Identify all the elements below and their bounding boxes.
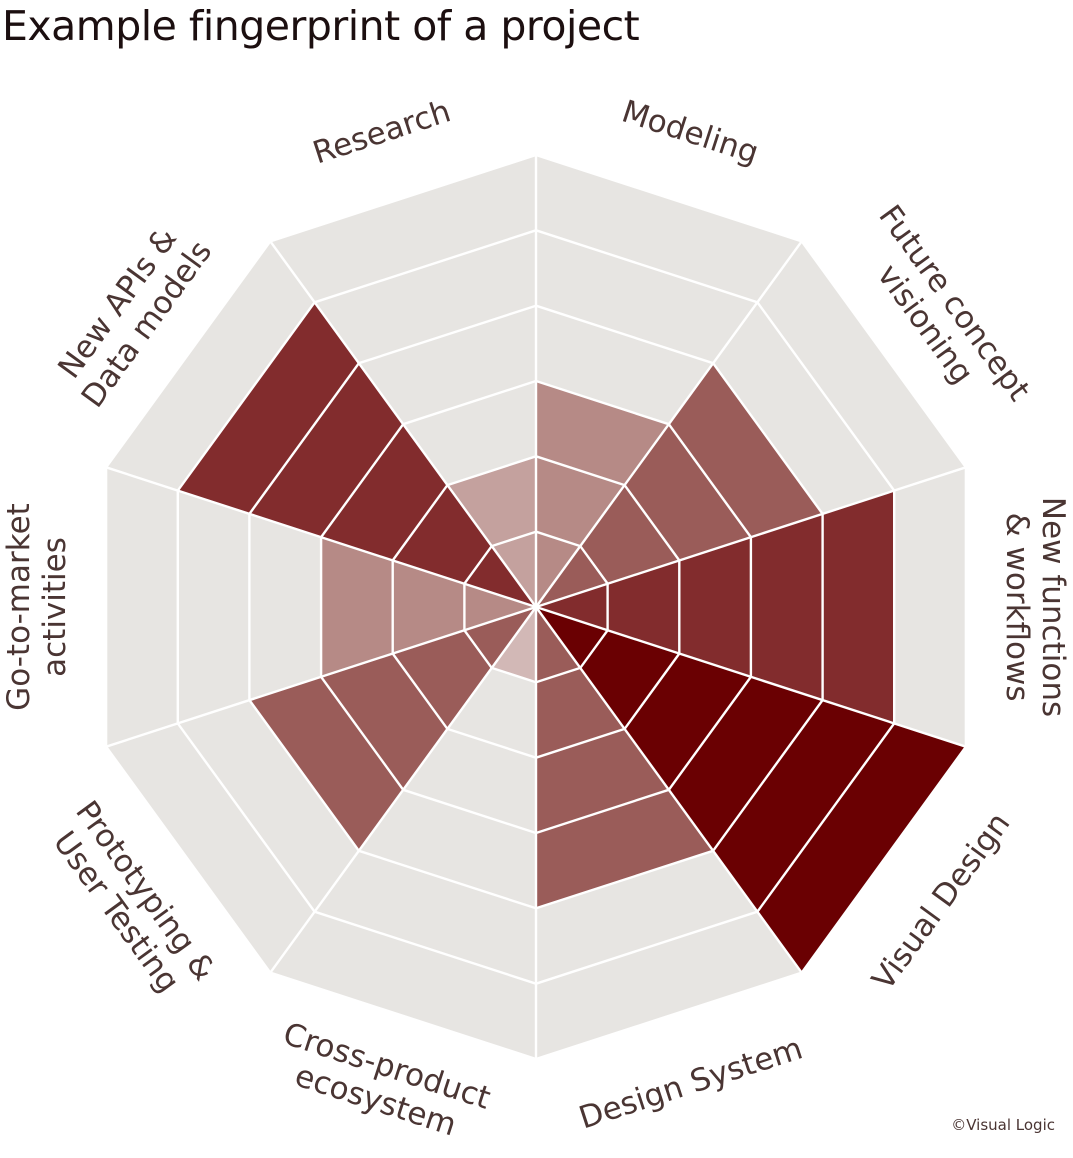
- radar-segment-new-apis-data-models: [177, 302, 537, 607]
- radar-spoke: [105, 466, 537, 609]
- radar-spoke: [105, 605, 537, 748]
- radar-segment-future-concept-visioning: [536, 363, 823, 607]
- category-label: & workflows: [999, 512, 1035, 701]
- category-label-group: Modeling: [618, 94, 763, 172]
- category-label-group: Research: [309, 93, 455, 171]
- radar-segment-modeling: [536, 381, 669, 607]
- radar-segment-new-functions-workflows: [536, 490, 895, 724]
- category-label: Design System: [575, 1030, 807, 1136]
- radar-value-segments: [177, 302, 966, 973]
- radar-segment-prototyping-user-testing: [249, 607, 536, 851]
- category-label: Modeling: [618, 94, 763, 172]
- radar-spoke: [269, 606, 537, 974]
- category-label: activities: [37, 537, 73, 677]
- category-label-group: Go-to-market activities: [1, 503, 73, 711]
- category-label-group: Design System: [575, 1030, 807, 1136]
- radar-segment-design-system: [536, 607, 714, 909]
- radar-grid: [104, 153, 968, 1061]
- radar-spoke: [269, 240, 537, 608]
- category-label: New functions: [1035, 497, 1071, 717]
- radar-inner-wedge: [491, 607, 536, 683]
- radar-spoke: [535, 605, 967, 748]
- credit-text: ©Visual Logic: [951, 1116, 1055, 1134]
- radar-spoke: [535, 466, 967, 609]
- radar-spoke: [535, 240, 803, 608]
- chart-title: Example fingerprint of a project: [2, 2, 640, 50]
- radar-segment-visual-design: [536, 607, 966, 973]
- radar-segment-research: [447, 456, 536, 607]
- radar-spoke: [535, 606, 803, 974]
- category-label: Research: [309, 93, 455, 171]
- category-label-group: New functions& workflows: [999, 497, 1071, 717]
- category-label: Go-to-market: [1, 503, 37, 711]
- radar-segment-go-to-market-activities: [321, 537, 536, 677]
